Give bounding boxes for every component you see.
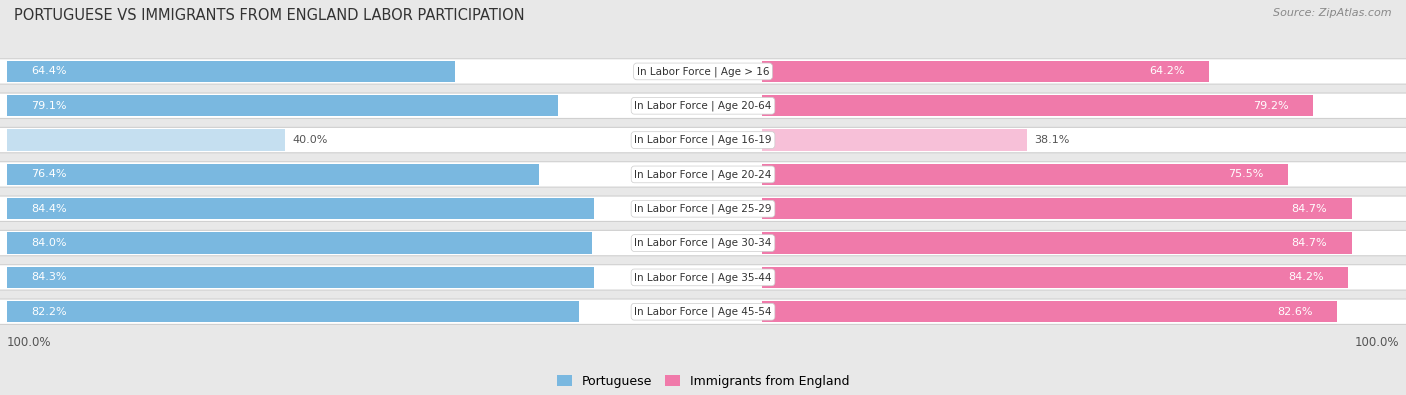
Bar xyxy=(762,95,1313,117)
Text: 40.0%: 40.0% xyxy=(292,135,328,145)
Bar xyxy=(7,130,285,151)
Text: 82.2%: 82.2% xyxy=(31,307,67,317)
Bar xyxy=(762,267,1348,288)
Text: Source: ZipAtlas.com: Source: ZipAtlas.com xyxy=(1274,8,1392,18)
FancyBboxPatch shape xyxy=(0,230,1406,256)
Text: 79.2%: 79.2% xyxy=(1253,101,1289,111)
Text: In Labor Force | Age 45-54: In Labor Force | Age 45-54 xyxy=(634,307,772,317)
Text: In Labor Force | Age 20-64: In Labor Force | Age 20-64 xyxy=(634,100,772,111)
Bar xyxy=(762,164,1288,185)
FancyBboxPatch shape xyxy=(0,93,1406,118)
Bar xyxy=(762,130,1028,151)
Text: 84.3%: 84.3% xyxy=(31,273,67,282)
FancyBboxPatch shape xyxy=(0,162,1406,187)
Bar xyxy=(7,301,579,322)
Text: 76.4%: 76.4% xyxy=(31,169,67,179)
Text: 82.6%: 82.6% xyxy=(1277,307,1313,317)
Text: 64.4%: 64.4% xyxy=(31,66,67,76)
Bar xyxy=(762,301,1337,322)
FancyBboxPatch shape xyxy=(0,59,1406,84)
Text: 100.0%: 100.0% xyxy=(7,337,52,350)
Bar xyxy=(762,61,1209,82)
Text: 84.7%: 84.7% xyxy=(1292,204,1327,214)
Text: 84.0%: 84.0% xyxy=(31,238,67,248)
Text: In Labor Force | Age 16-19: In Labor Force | Age 16-19 xyxy=(634,135,772,145)
Bar xyxy=(7,95,558,117)
Text: In Labor Force | Age 25-29: In Labor Force | Age 25-29 xyxy=(634,203,772,214)
Bar xyxy=(7,198,595,219)
Text: 79.1%: 79.1% xyxy=(31,101,67,111)
Text: 84.2%: 84.2% xyxy=(1288,273,1324,282)
Text: In Labor Force | Age 30-34: In Labor Force | Age 30-34 xyxy=(634,238,772,248)
FancyBboxPatch shape xyxy=(0,196,1406,222)
Text: In Labor Force | Age 35-44: In Labor Force | Age 35-44 xyxy=(634,272,772,283)
Bar xyxy=(7,61,456,82)
Text: In Labor Force | Age > 16: In Labor Force | Age > 16 xyxy=(637,66,769,77)
Text: 38.1%: 38.1% xyxy=(1035,135,1070,145)
Bar xyxy=(762,232,1351,254)
Legend: Portuguese, Immigrants from England: Portuguese, Immigrants from England xyxy=(551,370,855,393)
Text: 100.0%: 100.0% xyxy=(1354,337,1399,350)
Text: 64.2%: 64.2% xyxy=(1149,66,1185,76)
Bar xyxy=(7,232,592,254)
Text: 84.7%: 84.7% xyxy=(1292,238,1327,248)
FancyBboxPatch shape xyxy=(0,127,1406,153)
Bar xyxy=(7,164,538,185)
FancyBboxPatch shape xyxy=(0,299,1406,324)
Bar xyxy=(762,198,1351,219)
Text: PORTUGUESE VS IMMIGRANTS FROM ENGLAND LABOR PARTICIPATION: PORTUGUESE VS IMMIGRANTS FROM ENGLAND LA… xyxy=(14,8,524,23)
FancyBboxPatch shape xyxy=(0,265,1406,290)
Text: 75.5%: 75.5% xyxy=(1227,169,1263,179)
Text: 84.4%: 84.4% xyxy=(31,204,67,214)
Text: In Labor Force | Age 20-24: In Labor Force | Age 20-24 xyxy=(634,169,772,180)
Bar xyxy=(7,267,593,288)
